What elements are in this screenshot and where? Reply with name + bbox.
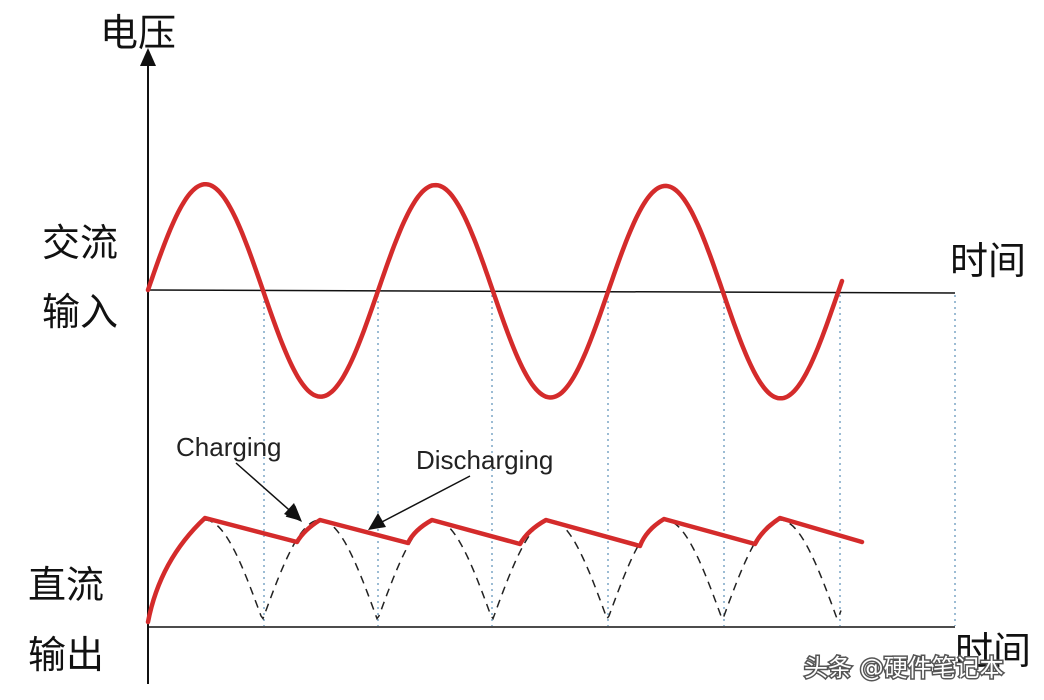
charging-label: Charging <box>176 432 282 462</box>
discharging-label: Discharging <box>416 445 553 475</box>
discharging-arrow <box>377 475 471 525</box>
y-axis-arrow-icon <box>140 48 156 66</box>
rectified-dashed-wave <box>204 519 842 621</box>
discharging-arrowhead-icon <box>368 513 386 530</box>
ac-time-axis <box>147 289 956 294</box>
dc-output-wave <box>145 515 865 625</box>
dc-output-label-line2: 输出 <box>28 633 104 677</box>
charging-arrow <box>235 462 302 521</box>
guide-lines <box>263 295 956 626</box>
time-axis-label-bottom: 时间 <box>955 629 1031 673</box>
charging-arrowhead-icon <box>284 503 302 522</box>
time-axis-label-top: 时间 <box>950 239 1026 283</box>
ac-input-label-line1: 交流 <box>42 221 118 265</box>
ac-input-wave <box>145 181 845 401</box>
ac-input-label-line2: 输入 <box>42 290 118 334</box>
y-axis-label: 电压 <box>100 11 176 55</box>
dc-output-label-line1: 直流 <box>28 563 104 607</box>
watermark: 头条 @硬件笔记本 <box>804 654 1004 682</box>
